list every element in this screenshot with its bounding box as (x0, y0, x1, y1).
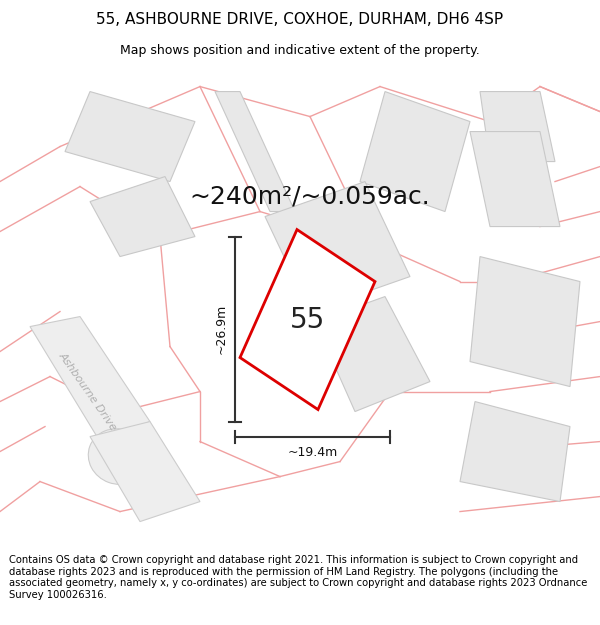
Polygon shape (215, 91, 295, 211)
Text: Map shows position and indicative extent of the property.: Map shows position and indicative extent… (120, 44, 480, 57)
Text: Contains OS data © Crown copyright and database right 2021. This information is : Contains OS data © Crown copyright and d… (9, 555, 587, 600)
Text: ~19.4m: ~19.4m (287, 446, 338, 459)
Polygon shape (30, 316, 150, 441)
Polygon shape (315, 296, 430, 411)
Ellipse shape (88, 429, 148, 484)
Text: ~26.9m: ~26.9m (215, 304, 227, 354)
Polygon shape (90, 421, 200, 521)
Polygon shape (240, 229, 375, 409)
Polygon shape (265, 181, 410, 311)
Text: Ashbourne Drive: Ashbourne Drive (57, 351, 119, 432)
Polygon shape (360, 91, 470, 211)
Polygon shape (65, 91, 195, 181)
Polygon shape (90, 176, 195, 256)
Text: 55: 55 (290, 306, 326, 334)
Polygon shape (480, 91, 555, 161)
Text: 55, ASHBOURNE DRIVE, COXHOE, DURHAM, DH6 4SP: 55, ASHBOURNE DRIVE, COXHOE, DURHAM, DH6… (97, 12, 503, 27)
Polygon shape (460, 401, 570, 501)
Polygon shape (470, 131, 560, 226)
Polygon shape (470, 256, 580, 386)
Text: ~240m²/~0.059ac.: ~240m²/~0.059ac. (190, 184, 430, 209)
